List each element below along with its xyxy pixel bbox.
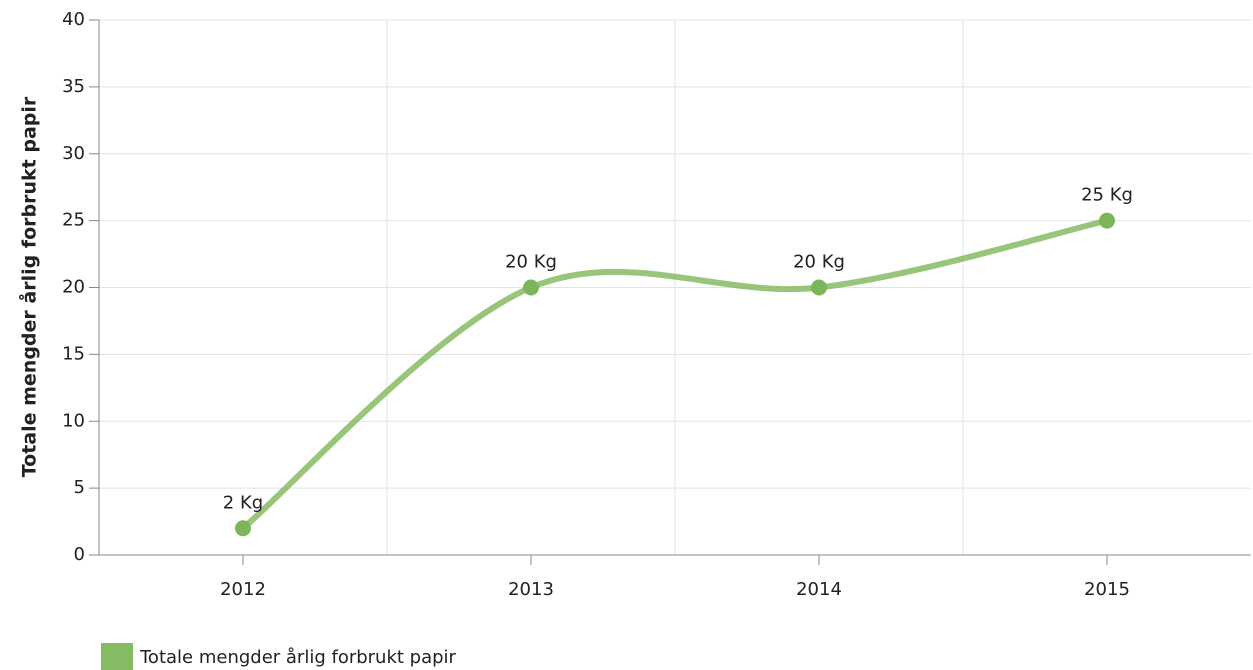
marker <box>523 279 539 296</box>
x-tick-label: 2012 <box>220 579 266 600</box>
y-tick-label: 20 <box>62 277 85 298</box>
y-tick-label: 35 <box>62 76 85 97</box>
y-tick-label: 30 <box>62 143 85 164</box>
y-tick-label: 40 <box>62 9 85 30</box>
y-tick-label: 10 <box>62 410 85 431</box>
marker <box>235 520 251 537</box>
x-tick-label: 2014 <box>796 579 842 600</box>
x-tick-label: 2013 <box>508 579 554 600</box>
y-tick-label: 0 <box>74 544 85 565</box>
marker <box>811 279 827 296</box>
data-label: 2 Kg <box>223 492 263 513</box>
data-label: 25 Kg <box>1081 185 1133 206</box>
legend-label: Totale mengder årlig forbrukt papir <box>139 647 457 668</box>
legend-swatch <box>101 643 133 670</box>
y-tick-label: 15 <box>62 343 85 364</box>
data-label: 20 Kg <box>793 252 845 273</box>
y-tick-label: 25 <box>62 210 85 231</box>
y-axis-label: Totale mengder årlig forbrukt papir <box>17 96 41 477</box>
marker <box>1099 212 1115 229</box>
data-label: 20 Kg <box>505 252 557 273</box>
line <box>240 217 1110 532</box>
x-tick-label: 2015 <box>1084 579 1130 600</box>
y-tick-label: 5 <box>74 477 85 498</box>
